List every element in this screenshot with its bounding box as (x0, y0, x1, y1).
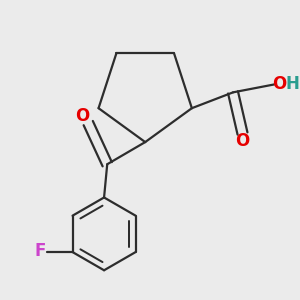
Text: H: H (286, 75, 299, 93)
Text: O: O (236, 132, 250, 150)
Text: O: O (272, 75, 286, 93)
Text: O: O (75, 107, 90, 125)
Text: F: F (34, 242, 46, 260)
